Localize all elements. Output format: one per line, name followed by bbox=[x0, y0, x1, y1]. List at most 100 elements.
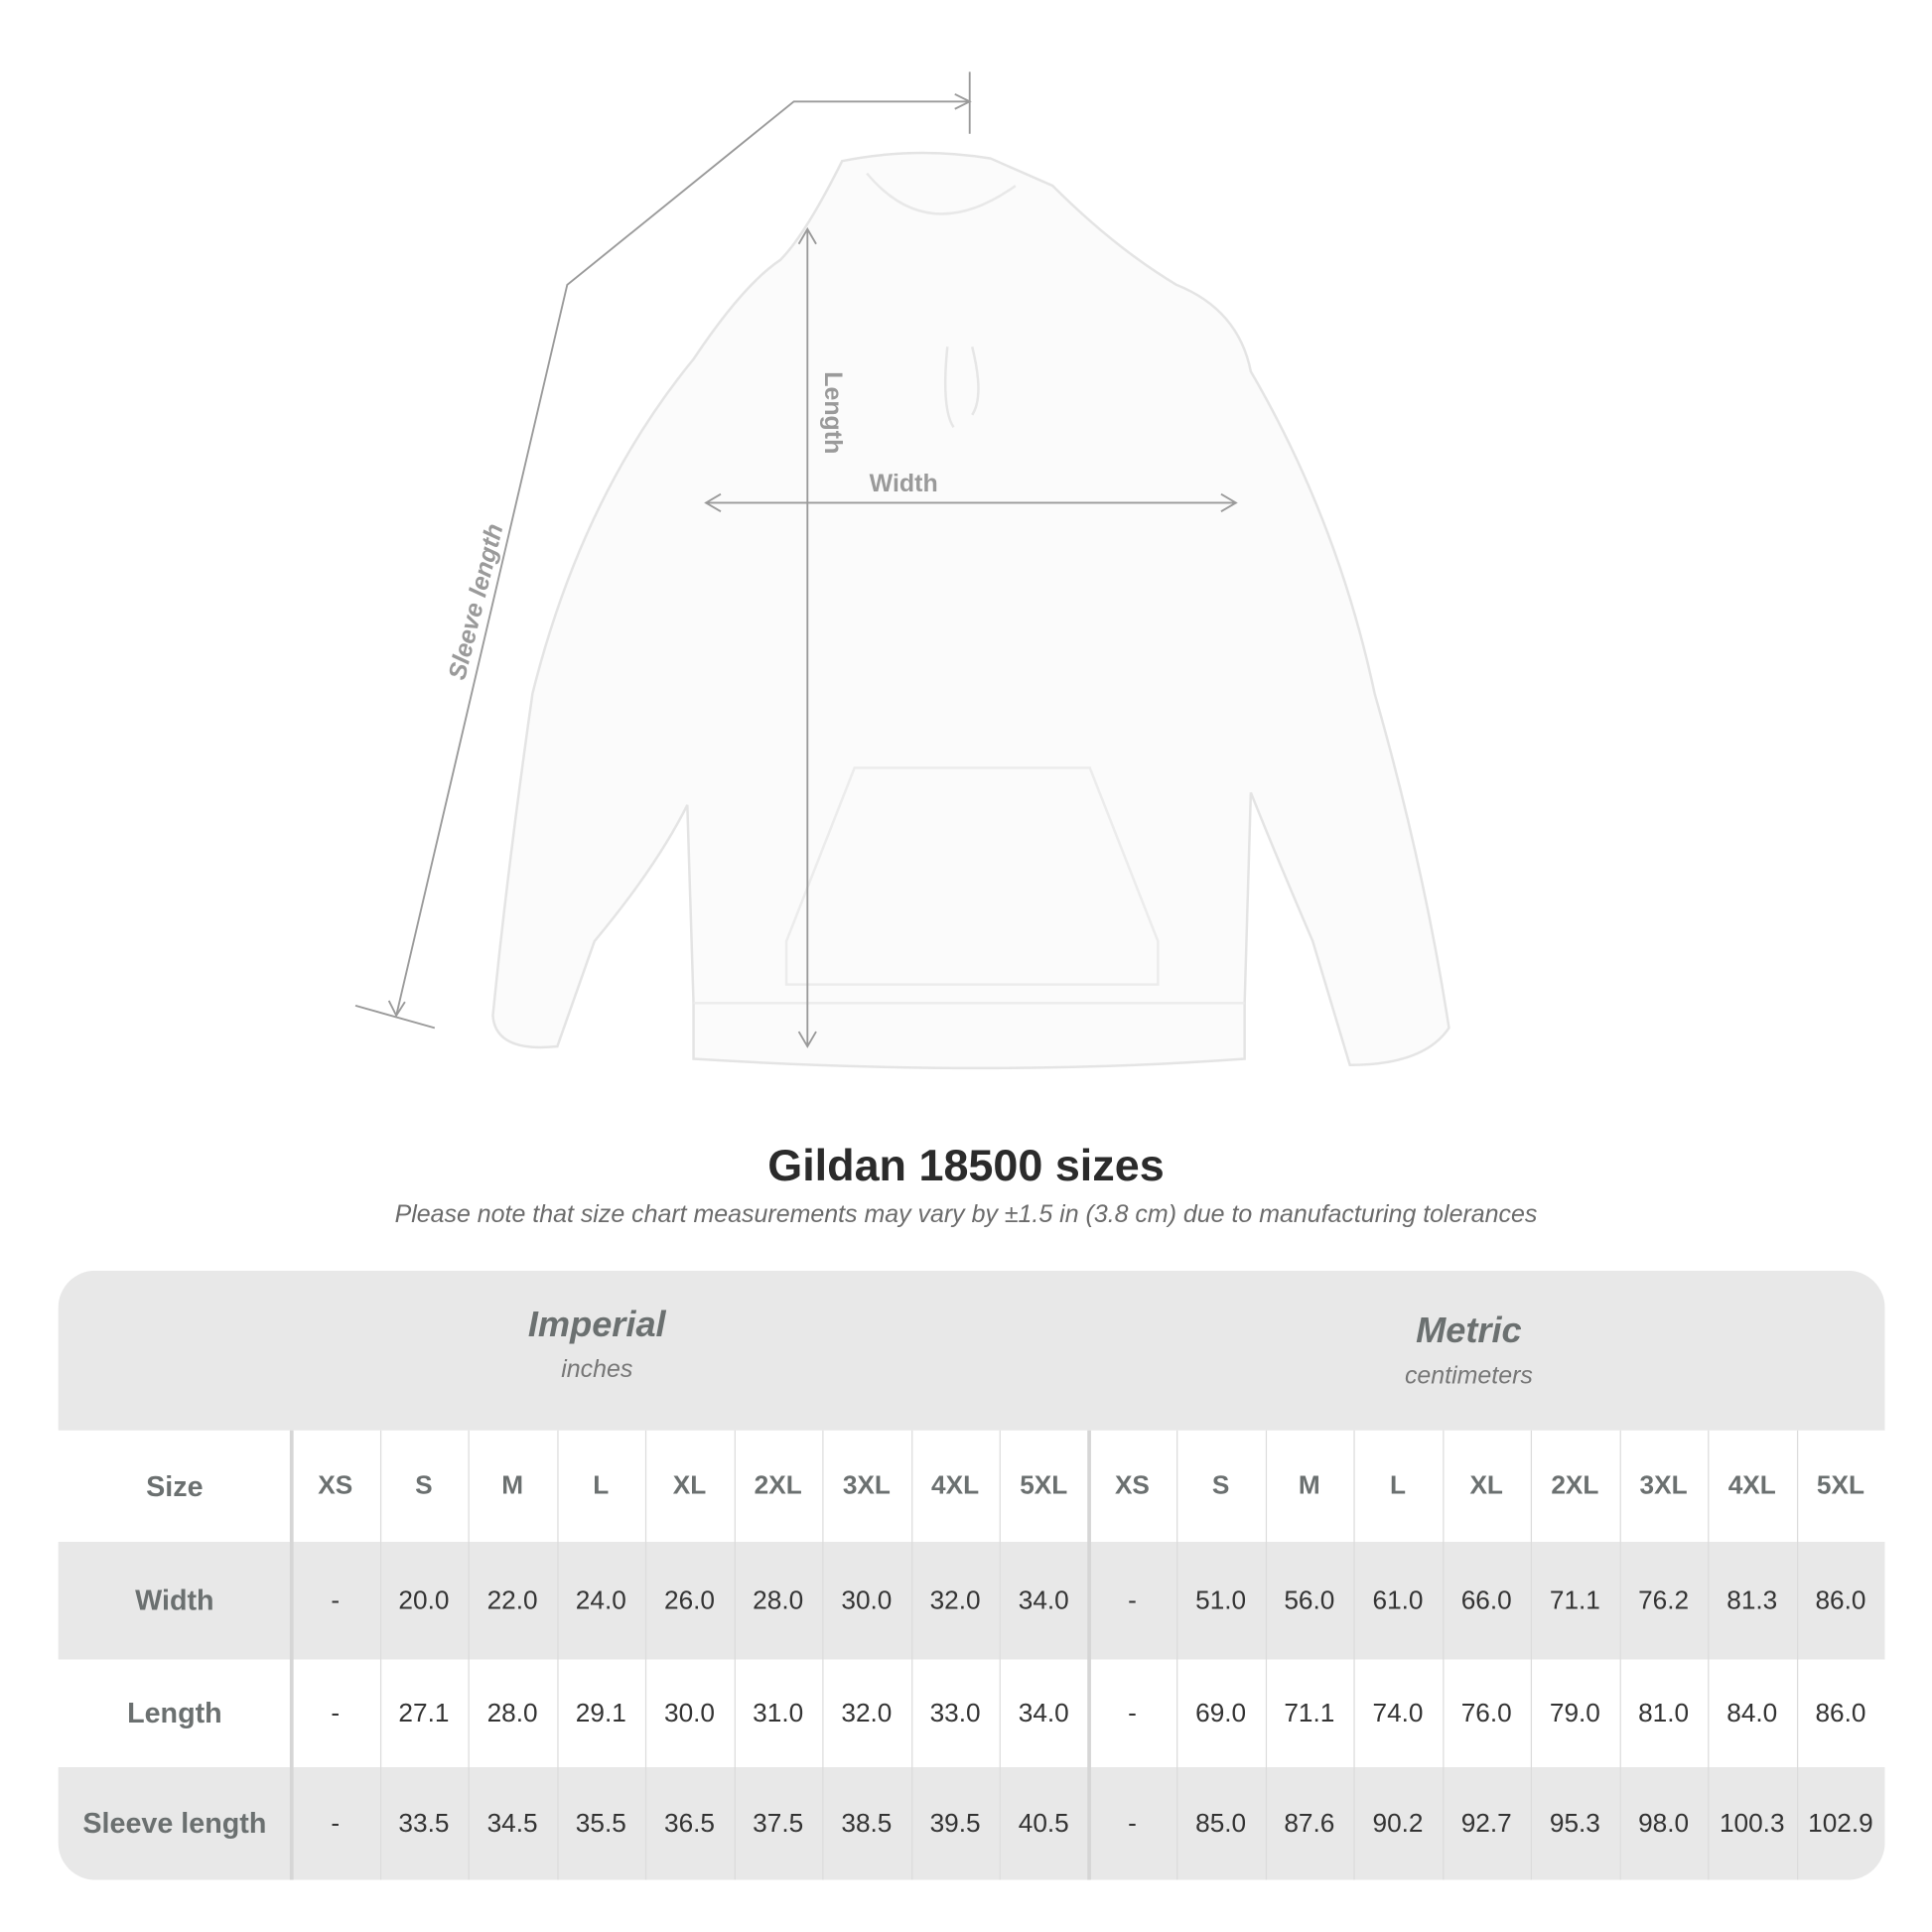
size-header-cell: S bbox=[1211, 1470, 1230, 1500]
table-cell: 35.5 bbox=[575, 1808, 626, 1838]
column-divider bbox=[734, 1430, 736, 1880]
row-band bbox=[58, 1542, 1885, 1660]
table-cell: - bbox=[331, 1808, 341, 1838]
hoodie-diagram: Length Width Sleeve length bbox=[354, 71, 1450, 1070]
width-measure-line bbox=[704, 492, 1238, 512]
column-divider bbox=[822, 1430, 824, 1880]
table-cell: 66.0 bbox=[1460, 1586, 1512, 1614]
column-divider bbox=[468, 1430, 470, 1880]
column-divider bbox=[644, 1430, 647, 1880]
table-cell: 33.0 bbox=[929, 1698, 981, 1727]
table-cell: 37.5 bbox=[753, 1808, 804, 1838]
row-band bbox=[58, 1767, 1885, 1880]
table-cell: 84.0 bbox=[1726, 1698, 1778, 1727]
table-cell: 26.0 bbox=[663, 1586, 715, 1614]
size-header-cell: M bbox=[501, 1470, 524, 1500]
size-header-cell: 4XL bbox=[1727, 1470, 1776, 1500]
imperial-title: Imperial bbox=[527, 1305, 666, 1345]
table-cell: 38.5 bbox=[841, 1808, 893, 1838]
size-header-cell: 3XL bbox=[1639, 1470, 1688, 1500]
table-cell: - bbox=[331, 1698, 341, 1727]
column-divider bbox=[1530, 1430, 1533, 1880]
table-cell: - bbox=[331, 1586, 341, 1614]
table-cell: 27.1 bbox=[398, 1698, 450, 1727]
size-header-cell: 2XL bbox=[754, 1470, 802, 1500]
size-header-cell: 3XL bbox=[842, 1470, 891, 1500]
table-cell: 20.0 bbox=[398, 1586, 450, 1614]
table-cell: 86.0 bbox=[1815, 1586, 1866, 1614]
table-cell: 33.5 bbox=[398, 1808, 450, 1838]
column-divider bbox=[379, 1430, 381, 1880]
row-label: Size bbox=[146, 1469, 204, 1502]
length-measure-line bbox=[797, 226, 817, 1048]
table-cell: 86.0 bbox=[1815, 1698, 1866, 1727]
imperial-unit: inches bbox=[561, 1355, 633, 1384]
row-label: Sleeve length bbox=[82, 1806, 267, 1840]
table-cell: 92.7 bbox=[1460, 1808, 1512, 1838]
imperial-header: Imperial inches bbox=[349, 1306, 845, 1385]
table-cell: 95.3 bbox=[1549, 1808, 1600, 1838]
column-divider bbox=[1442, 1430, 1444, 1880]
size-table: Imperial inches Metric centimeters Size X… bbox=[58, 1270, 1885, 1880]
metric-header: Metric centimeters bbox=[1221, 1311, 1717, 1391]
column-divider bbox=[1176, 1430, 1178, 1880]
table-cell: 28.0 bbox=[486, 1698, 538, 1727]
table-cell: 61.0 bbox=[1372, 1586, 1424, 1614]
table-cell: 30.0 bbox=[663, 1698, 715, 1727]
hoodie-image bbox=[491, 151, 1450, 1070]
table-cell: 40.5 bbox=[1018, 1808, 1069, 1838]
column-divider bbox=[1618, 1430, 1621, 1880]
tolerance-note: Please note that size chart measurements… bbox=[394, 1200, 1538, 1229]
table-cell: 87.6 bbox=[1284, 1808, 1335, 1838]
column-divider bbox=[1708, 1430, 1710, 1880]
size-header-cell: XL bbox=[1469, 1470, 1503, 1500]
table-cell: 31.0 bbox=[753, 1698, 804, 1727]
size-header-cell: S bbox=[415, 1470, 433, 1500]
column-divider bbox=[1265, 1430, 1267, 1880]
header-band bbox=[58, 1270, 1885, 1431]
table-cell: 98.0 bbox=[1638, 1808, 1690, 1838]
row-label: Length bbox=[127, 1696, 222, 1729]
column-divider bbox=[1086, 1430, 1091, 1880]
table-cell: 69.0 bbox=[1195, 1698, 1247, 1727]
table-cell: 79.0 bbox=[1549, 1698, 1600, 1727]
table-cell: 22.0 bbox=[486, 1586, 538, 1614]
table-cell: - bbox=[1128, 1586, 1137, 1614]
size-header-cell: 4XL bbox=[931, 1470, 980, 1500]
table-row: Sleeve length - 33.5 34.5 35.5 36.5 37.5 38.5 39… bbox=[59, 1767, 1885, 1880]
table-cell: 29.1 bbox=[575, 1698, 626, 1727]
table-cell: 90.2 bbox=[1372, 1808, 1424, 1838]
table-cell: 56.0 bbox=[1284, 1586, 1335, 1614]
table-cell: 36.5 bbox=[663, 1808, 715, 1838]
page-title: Gildan 18500 sizes bbox=[767, 1139, 1165, 1190]
column-divider bbox=[1353, 1430, 1355, 1880]
table-cell: 32.0 bbox=[929, 1586, 981, 1614]
table-cell: 85.0 bbox=[1195, 1808, 1247, 1838]
table-cell: 34.0 bbox=[1018, 1586, 1069, 1614]
column-divider bbox=[999, 1430, 1001, 1880]
size-header-cell: L bbox=[593, 1470, 610, 1500]
table-cell: 76.0 bbox=[1460, 1698, 1512, 1727]
table-cell: 34.0 bbox=[1018, 1698, 1069, 1727]
table-cell: 71.1 bbox=[1284, 1698, 1335, 1727]
sleeve-length-label: Sleeve length bbox=[443, 521, 508, 683]
table-cell: 24.0 bbox=[575, 1586, 626, 1614]
table-cell: 34.5 bbox=[486, 1808, 538, 1838]
table-cell: 76.2 bbox=[1638, 1586, 1690, 1614]
table-cell: 74.0 bbox=[1372, 1698, 1424, 1727]
table-cell: - bbox=[1128, 1698, 1137, 1727]
size-header-cell: XS bbox=[318, 1470, 353, 1500]
table-cell: 81.3 bbox=[1726, 1586, 1778, 1614]
table-row: Length - 27.1 28.0 29.1 30.0 31.0 32.0 33.0 34.0 -… bbox=[59, 1660, 1885, 1768]
metric-unit: centimeters bbox=[1404, 1362, 1533, 1390]
table-cell: 32.0 bbox=[841, 1698, 893, 1727]
length-label: Length bbox=[819, 371, 847, 454]
size-header-cell: M bbox=[1298, 1470, 1320, 1500]
table-cell: 102.9 bbox=[1808, 1808, 1873, 1838]
table-cell: 71.1 bbox=[1549, 1586, 1600, 1614]
table-cell: 28.0 bbox=[753, 1586, 804, 1614]
size-header-cell: L bbox=[1389, 1470, 1406, 1500]
column-divider bbox=[1796, 1430, 1798, 1880]
table-cell: 51.0 bbox=[1195, 1586, 1247, 1614]
metric-title: Metric bbox=[1416, 1311, 1522, 1351]
